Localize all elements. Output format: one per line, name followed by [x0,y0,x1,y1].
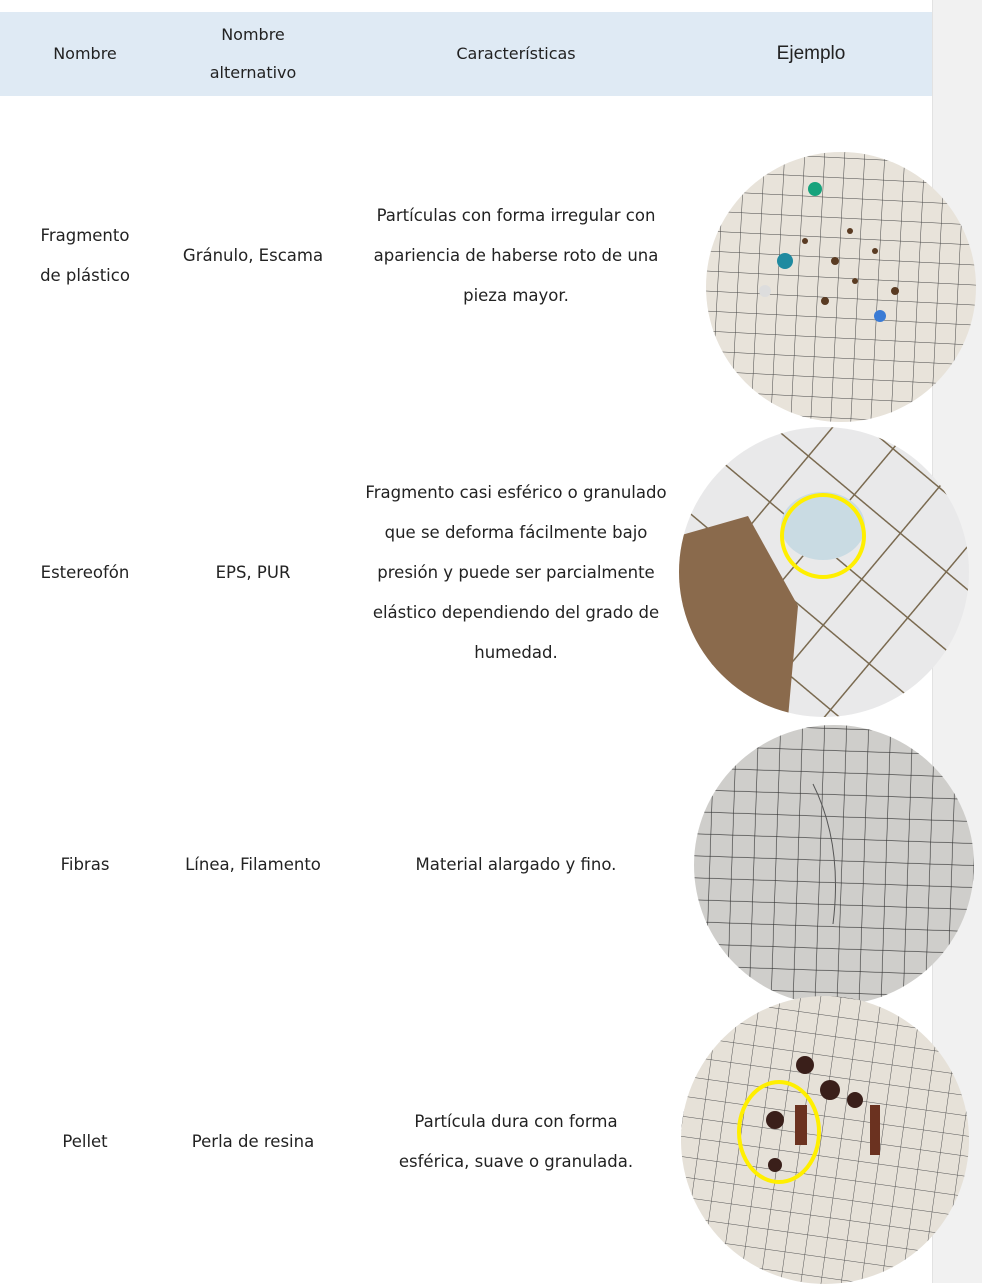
alt-name-cell: EPS, PUR [215,563,291,582]
example-image [694,725,974,1005]
header-cell: Ejemplo [776,43,846,64]
table-row: Fragmento de plástico Gránulo, Escama Pa… [0,96,976,422]
alt-name-cell: Perla de resina [191,1131,315,1151]
name-cell: Fragmento de plástico [40,226,130,285]
example-image [679,427,969,717]
name-cell: Pellet [62,1131,108,1151]
description-cell: Partículas con forma irregular con apari… [373,206,659,305]
description-cell: Fragmento casi esférico o granulado que … [365,483,667,662]
table-row: Fibras Línea, Filamento Material alargad… [0,725,974,1005]
example-image [706,152,976,422]
table-row: Pellet Perla de resina Partícula dura co… [0,996,969,1284]
name-cell: Fibras [60,855,110,874]
example-image [681,996,969,1284]
alt-name-cell: Gránulo, Escama [182,246,324,265]
description-cell: Partícula dura con forma esférica, suave… [398,1111,634,1171]
header-cell: Nombre [53,44,117,63]
alt-name-cell: Línea, Filamento [185,855,321,874]
table-header: Nombre Nombre alternativo Característica… [0,12,932,96]
name-cell: Estereofón [40,563,130,582]
description-cell: Material alargado y fino. [415,855,617,874]
header-cell: Nombre alternativo [209,25,297,82]
table-row: Estereofón EPS, PUR Fragmento casi esfér… [0,416,969,730]
header-cell: Características [456,44,576,63]
